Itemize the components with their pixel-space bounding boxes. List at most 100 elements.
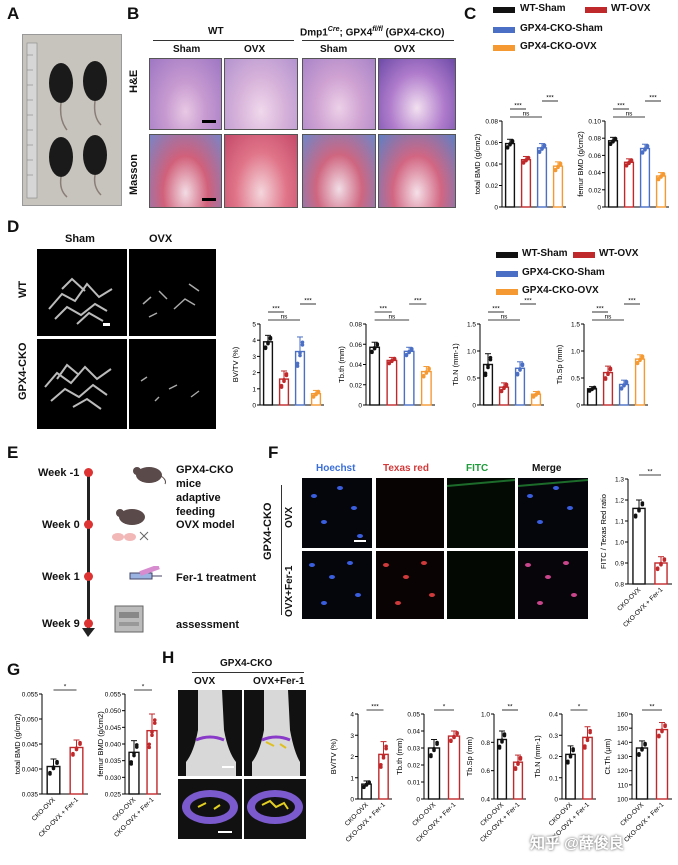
data-point: [295, 364, 300, 368]
data-point: [132, 751, 136, 756]
y-tick-label: 3: [252, 354, 256, 361]
e-week-m1: Week -1: [38, 467, 80, 479]
data-point: [381, 753, 386, 758]
data-point: [526, 155, 531, 160]
data-point: [279, 383, 284, 388]
watermark: 知乎 @薛俊良: [530, 835, 624, 852]
y-tick-label: 0: [597, 205, 601, 212]
data-point: [583, 744, 587, 748]
y-tick-label: 0.3: [549, 733, 558, 740]
scale-bar-b2: [202, 198, 216, 201]
legend-swatch-wt-ovx: [585, 7, 607, 13]
e-week-9: Week 9: [42, 618, 80, 630]
y-tick-label: 1.5: [467, 322, 476, 329]
data-point: [375, 342, 380, 346]
d-legend-cko-sham: GPX4-CKO-Sham: [522, 267, 605, 278]
sig-label: ***: [596, 306, 604, 313]
data-point: [152, 721, 157, 725]
sig-label: *: [443, 704, 446, 711]
y-tick-label: 0.03: [407, 746, 420, 753]
data-point: [513, 766, 518, 770]
data-point: [619, 386, 624, 390]
chart-d-tbsp: 00.51.01.5Tb.Sp (mm)ns*********: [555, 298, 648, 410]
data-point: [497, 744, 502, 749]
data-point: [524, 158, 528, 162]
y-axis-label: total BMD (g/cm2): [473, 133, 482, 194]
y-axis-label: BV/TV (%): [329, 738, 338, 774]
bar: [46, 765, 61, 795]
d-legend-wt-sham: WT-Sham: [522, 248, 568, 259]
data-point: [657, 733, 661, 738]
timeline-dot: [84, 572, 93, 581]
bar: [369, 346, 381, 406]
y-axis-label: femur BMD (g/cm2): [96, 711, 105, 777]
data-point: [147, 742, 152, 747]
data-point: [520, 362, 525, 366]
data-point: [558, 161, 563, 166]
y-tick-label: 120: [617, 768, 628, 775]
f-ovx-label: OVX: [284, 506, 295, 528]
y-axis-label: Tb.Sp (mm): [555, 344, 564, 384]
y-tick-label: 160: [617, 712, 628, 719]
mouse-icon: [127, 462, 167, 491]
sig-label: ***: [649, 95, 657, 102]
data-point: [608, 366, 613, 371]
y-tick-label: 1.0: [571, 349, 580, 356]
data-point: [643, 147, 647, 151]
data-point: [421, 373, 426, 378]
fluor-hoechst-ovxfer: [302, 551, 372, 619]
e-step-fer1: Fer-1 treatment: [176, 572, 257, 584]
y-tick-label: 0.06: [588, 153, 601, 160]
data-point: [449, 738, 453, 743]
data-point: [266, 340, 270, 345]
h-femur-ovxfer: [244, 690, 306, 776]
d-ovx-label: OVX: [149, 233, 173, 245]
mouse-photo: [22, 34, 122, 206]
microct-wt-ovx: [129, 249, 216, 336]
x-tick-label: CKO-OVX + Fer-1: [415, 801, 458, 844]
data-point: [147, 745, 152, 750]
data-point: [55, 759, 59, 764]
y-tick-label: 0.1: [549, 775, 558, 782]
panel-label-d: D: [7, 217, 20, 236]
y-tick-label: 0.030: [105, 775, 122, 782]
y-tick-label: 0.08: [349, 322, 362, 329]
bar: [552, 165, 564, 208]
data-point: [629, 158, 634, 162]
sig-label: ***: [371, 704, 379, 711]
scanner-icon: [113, 604, 145, 639]
data-point: [295, 361, 300, 366]
y-tick-label: 2: [350, 754, 354, 761]
fluor-merge-ovx: [518, 478, 588, 548]
y-tick-label: 0.040: [105, 742, 122, 749]
data-point: [640, 501, 645, 505]
chart-f-ratio: 0.8 0.9 1.0 1.1 1.2 1.3 FITC / Texas Red ratio…: [599, 469, 672, 629]
sig-label: ns: [281, 314, 289, 321]
y-tick-label: 0.04: [588, 170, 601, 177]
syringe-icon: [126, 564, 166, 591]
y-tick-label: 0.06: [349, 342, 362, 349]
data-point: [518, 367, 522, 371]
legend-swatch-cko-sham: [493, 27, 515, 33]
bar: [639, 147, 651, 208]
data-point: [409, 346, 414, 351]
y-tick-label: 0.045: [105, 725, 122, 732]
y-tick-label: 0.08: [485, 119, 498, 126]
y-tick-label: 0.05: [407, 712, 420, 719]
sig-label: ***: [514, 103, 522, 110]
y-tick-label: 0: [350, 797, 354, 804]
b-wt-header: WT: [208, 26, 224, 37]
data-point: [51, 765, 56, 769]
data-point: [635, 360, 640, 365]
he-cko-ovx: [378, 58, 456, 130]
timeline-arrow: [82, 628, 95, 637]
y-tick-label: 0.4: [549, 712, 558, 719]
y-tick-label: 0.025: [105, 792, 122, 799]
bar: [536, 147, 548, 208]
legend-cko-sham: GPX4-CKO-Sham: [520, 23, 603, 34]
panel-label-e: E: [7, 443, 19, 462]
sig-label: ns: [501, 314, 509, 321]
y-axis-label: Tb.N (mm-1): [451, 343, 460, 386]
